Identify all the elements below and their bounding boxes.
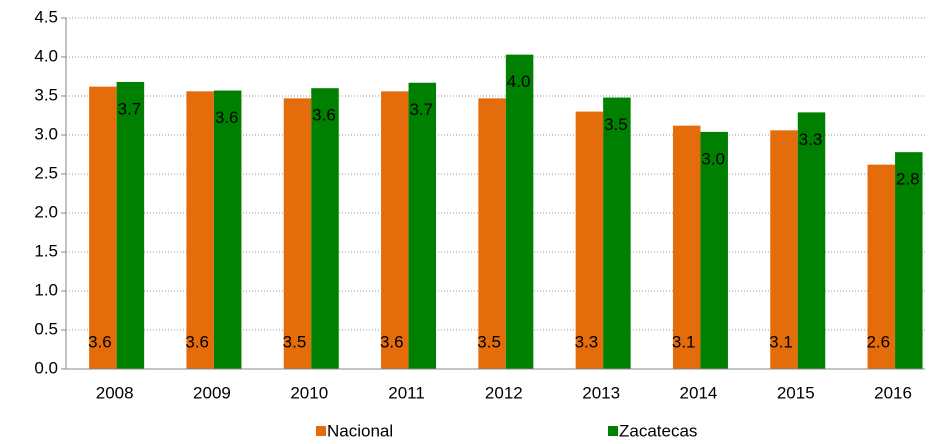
x-tick-label: 2016 bbox=[874, 383, 912, 402]
value-label: 3.6 bbox=[215, 108, 239, 127]
value-label: 3.6 bbox=[88, 332, 112, 351]
bar bbox=[381, 91, 409, 369]
value-label: 2.6 bbox=[866, 332, 890, 351]
y-tick-label: 0.5 bbox=[34, 319, 58, 338]
value-label: 2.8 bbox=[896, 170, 920, 189]
y-tick-label: 3.5 bbox=[34, 85, 58, 104]
y-tick-label: 3.0 bbox=[34, 124, 58, 143]
bar bbox=[895, 152, 923, 369]
value-label: 3.6 bbox=[312, 106, 336, 125]
x-tick-label: 2013 bbox=[582, 383, 620, 402]
value-label: 3.3 bbox=[575, 332, 599, 351]
bar bbox=[575, 111, 604, 369]
bar bbox=[770, 130, 798, 369]
bar bbox=[700, 131, 728, 369]
x-tick-label: 2010 bbox=[290, 383, 328, 402]
value-label: 3.5 bbox=[477, 332, 501, 351]
y-tick-label: 4.0 bbox=[34, 46, 58, 65]
bar bbox=[672, 125, 701, 369]
bar bbox=[213, 90, 242, 369]
value-label: 3.7 bbox=[409, 100, 433, 119]
bar bbox=[408, 82, 437, 370]
y-tick-label: 0.0 bbox=[34, 358, 58, 377]
legend-swatch bbox=[316, 426, 326, 436]
y-tick-label: 1.0 bbox=[34, 280, 58, 299]
bar bbox=[186, 91, 214, 369]
value-label: 3.0 bbox=[701, 149, 725, 168]
value-label: 3.1 bbox=[672, 332, 696, 351]
value-label: 3.5 bbox=[283, 332, 307, 351]
legend-label: Nacional bbox=[327, 421, 393, 440]
value-label: 3.1 bbox=[769, 332, 793, 351]
value-label: 3.3 bbox=[799, 130, 823, 149]
x-tick-label: 2008 bbox=[96, 383, 134, 402]
bar bbox=[311, 88, 339, 369]
x-tick-label: 2011 bbox=[388, 383, 425, 402]
bar bbox=[478, 98, 506, 369]
y-tick-label: 4.5 bbox=[34, 7, 58, 26]
x-tick-label: 2014 bbox=[680, 383, 718, 402]
bar bbox=[603, 97, 631, 369]
bar bbox=[867, 164, 896, 369]
y-tick-label: 1.5 bbox=[34, 241, 58, 260]
value-label: 3.6 bbox=[380, 332, 404, 351]
x-tick-label: 2012 bbox=[485, 383, 523, 402]
value-label: 3.5 bbox=[604, 115, 628, 134]
legend-label: Zacatecas bbox=[619, 421, 697, 440]
bar bbox=[505, 54, 534, 369]
x-tick-label: 2015 bbox=[777, 383, 815, 402]
bar bbox=[797, 112, 826, 369]
y-tick-label: 2.5 bbox=[34, 163, 58, 182]
legend-swatch bbox=[608, 426, 618, 436]
value-label: 3.6 bbox=[185, 332, 209, 351]
bar bbox=[89, 86, 117, 369]
bar bbox=[283, 98, 312, 369]
value-label: 3.7 bbox=[118, 99, 142, 118]
x-tick-label: 2009 bbox=[193, 383, 231, 402]
value-label: 4.0 bbox=[507, 72, 531, 91]
bar bbox=[116, 81, 145, 370]
y-tick-label: 2.0 bbox=[34, 202, 58, 221]
